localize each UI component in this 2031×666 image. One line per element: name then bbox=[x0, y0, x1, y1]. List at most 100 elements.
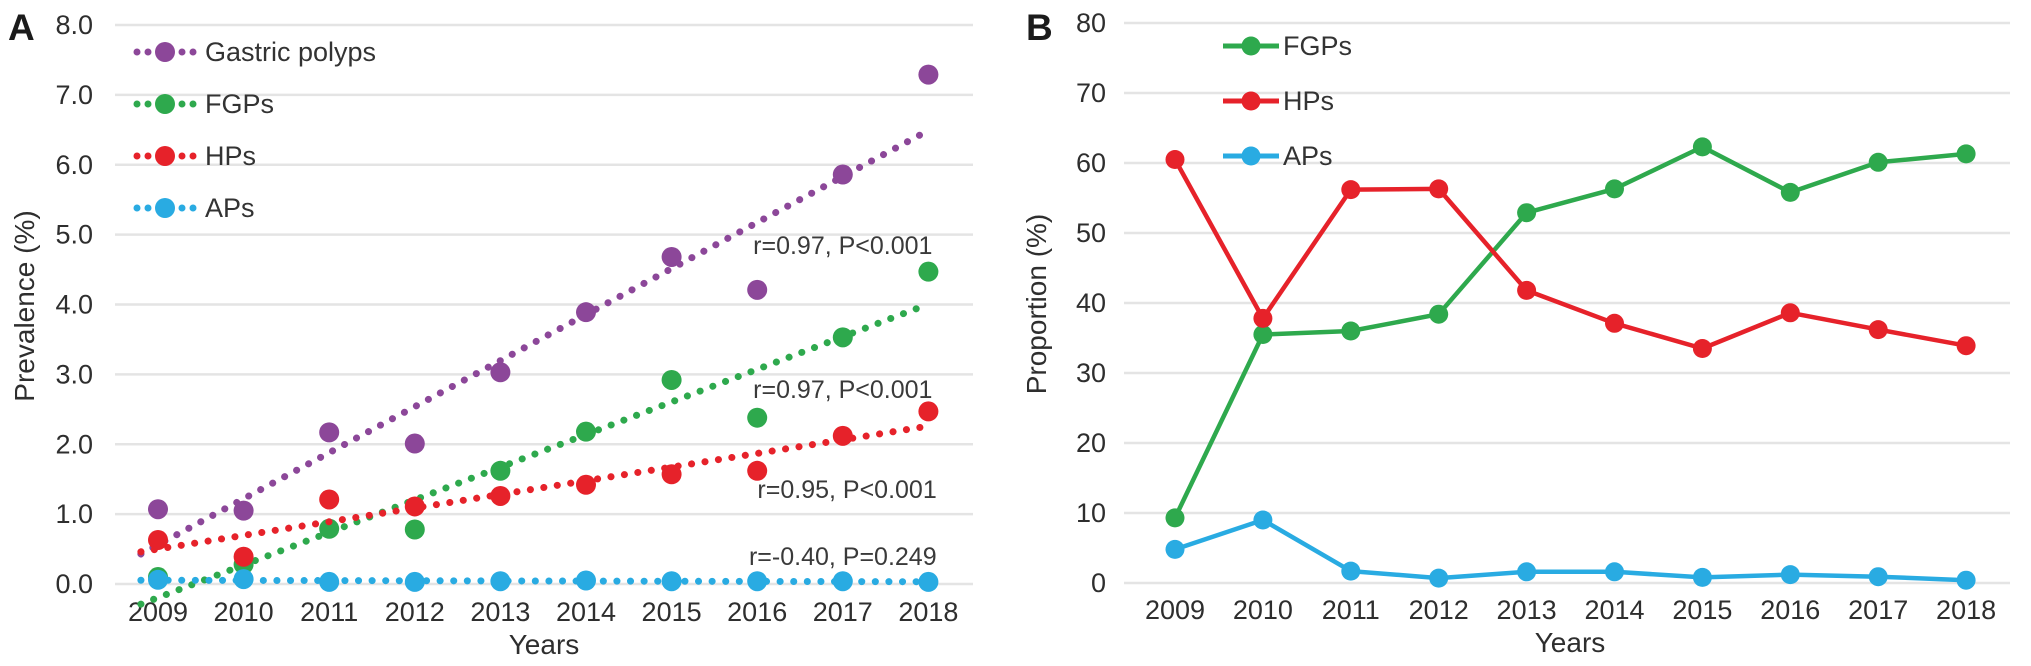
panel-b-x-axis-title: Years bbox=[1535, 627, 1606, 658]
x-axis-tick-label: 2016 bbox=[727, 597, 787, 627]
data-point-hps bbox=[747, 460, 768, 481]
data-point-fgps bbox=[1605, 179, 1624, 199]
panel-a-y-axis-title: Prevalence (%) bbox=[9, 210, 40, 401]
data-point-fgps bbox=[1517, 203, 1537, 223]
panel-b-y-axis-title: Proportion (%) bbox=[1021, 214, 1052, 395]
data-point-hps bbox=[148, 529, 168, 550]
x-axis-tick-label: 2010 bbox=[214, 597, 274, 627]
data-point-fgps bbox=[1780, 182, 1800, 202]
x-axis-tick-label: 2012 bbox=[1409, 595, 1469, 625]
panel-a-label: A bbox=[8, 7, 35, 48]
data-point-fgps bbox=[1341, 321, 1361, 341]
data-point-fgps bbox=[576, 421, 596, 442]
y-axis-tick-label: 60 bbox=[1076, 148, 1106, 178]
legend-label-aps: APs bbox=[205, 193, 255, 223]
data-point-hps bbox=[1956, 336, 1976, 356]
data-point-hps bbox=[576, 474, 596, 495]
legend-marker-dot bbox=[189, 204, 197, 212]
data-point-fgps bbox=[490, 460, 511, 481]
data-point-aps bbox=[1956, 570, 1976, 590]
data-point-hps bbox=[1341, 180, 1361, 200]
series-line-fgps bbox=[1172, 144, 1969, 521]
x-axis-tick-label: 2018 bbox=[898, 597, 958, 627]
y-axis-tick-label: 4.0 bbox=[55, 290, 93, 320]
data-point-fgps bbox=[832, 327, 853, 348]
trendline-aps bbox=[137, 576, 928, 586]
data-point-aps bbox=[490, 571, 511, 592]
data-point-aps bbox=[1429, 568, 1449, 588]
panel-b: B Proportion (%) Years 0 10 20 30 40 50 60 70 80… bbox=[1021, 7, 2010, 658]
data-point-aps bbox=[576, 570, 596, 591]
data-point-hps bbox=[233, 546, 254, 567]
x-axis-tick-label: 2015 bbox=[1672, 595, 1732, 625]
legend-marker-dot bbox=[178, 152, 186, 160]
data-point-aps bbox=[1517, 562, 1537, 582]
data-point-gastric-polyps bbox=[319, 422, 340, 443]
data-point-gastric-polyps bbox=[661, 246, 682, 267]
legend-marker-dot bbox=[189, 100, 197, 108]
data-point-aps bbox=[1780, 565, 1800, 585]
data-point-aps bbox=[918, 571, 939, 592]
data-point-gastric-polyps bbox=[148, 499, 168, 520]
legend-label-gastric-polyps: Gastric polyps bbox=[205, 37, 376, 67]
legend-marker-dot bbox=[189, 48, 197, 56]
data-point-fgps bbox=[1429, 304, 1449, 324]
y-axis-tick-label: 0 bbox=[1091, 568, 1106, 598]
y-axis-tick-label: 80 bbox=[1076, 8, 1106, 38]
correlation-annotation-gastric-polyps: r=0.97, P<0.001 bbox=[753, 232, 932, 260]
data-point-gastric-polyps bbox=[832, 164, 853, 185]
data-point-fgps bbox=[918, 261, 939, 282]
data-point-hps bbox=[1868, 320, 1888, 340]
panel-a-plot-area: 0.0 1.0 2.0 3.0 4.0 5.0 6.0 7.0 8.0 2009 2010 2011 2… bbox=[55, 10, 973, 627]
legend-marker-dot bbox=[144, 100, 152, 108]
y-axis-tick-label: 1.0 bbox=[55, 499, 93, 529]
y-axis-tick-label: 3.0 bbox=[55, 359, 93, 389]
data-point-gastric-polyps bbox=[233, 500, 254, 521]
data-point-hps bbox=[1780, 303, 1800, 323]
data-point-aps bbox=[1605, 562, 1624, 582]
x-axis-tick-label: 2012 bbox=[385, 597, 445, 627]
data-point-hps bbox=[490, 485, 511, 506]
legend-label-fgps: FGPs bbox=[1283, 31, 1352, 61]
data-point-gastric-polyps bbox=[576, 302, 596, 323]
legend-label-fgps: FGPs bbox=[205, 89, 274, 119]
data-point-aps bbox=[404, 571, 425, 592]
legend-marker-hps bbox=[155, 146, 175, 166]
y-axis-tick-label: 6.0 bbox=[55, 150, 93, 180]
data-point-fgps bbox=[404, 519, 425, 540]
data-point-hps bbox=[1165, 150, 1185, 169]
legend-marker-fgps bbox=[155, 94, 175, 114]
y-axis-tick-label: 30 bbox=[1076, 358, 1106, 388]
data-point-gastric-polyps bbox=[404, 433, 425, 454]
legend-marker-dot bbox=[178, 204, 186, 212]
data-point-aps bbox=[661, 571, 682, 592]
data-point-hps bbox=[404, 496, 425, 517]
legend-marker-dot bbox=[178, 48, 186, 56]
data-point-aps bbox=[1253, 510, 1273, 530]
data-point-fgps bbox=[1956, 144, 1976, 164]
panel-b-plot-area: 0 10 20 30 40 50 60 70 80 2009 2010 2011 2012 2013 201… bbox=[1076, 8, 2010, 625]
x-axis-tick-label: 2013 bbox=[1497, 595, 1557, 625]
legend-marker-hps bbox=[1241, 91, 1261, 111]
data-point-aps bbox=[1868, 567, 1888, 587]
data-point-hps bbox=[1517, 280, 1537, 300]
data-point-hps bbox=[1253, 308, 1273, 328]
data-point-hps bbox=[1429, 179, 1449, 199]
legend-label-aps: APs bbox=[1283, 141, 1333, 171]
data-point-hps bbox=[1605, 313, 1624, 333]
data-point-fgps bbox=[319, 518, 340, 539]
data-point-aps bbox=[148, 569, 168, 590]
legend-marker-dot bbox=[144, 204, 152, 212]
data-point-gastric-polyps bbox=[490, 362, 511, 383]
data-point-fgps bbox=[747, 407, 768, 428]
data-point-aps bbox=[832, 571, 853, 592]
x-axis-tick-label: 2009 bbox=[128, 597, 188, 627]
legend-label-hps: HPs bbox=[1283, 86, 1334, 116]
x-axis-tick-label: 2009 bbox=[1145, 595, 1205, 625]
panel-b-label: B bbox=[1026, 7, 1053, 48]
trendline-hps bbox=[137, 423, 928, 556]
correlation-annotation-aps: r=-0.40, P=0.249 bbox=[749, 543, 937, 571]
series-line-aps bbox=[1172, 517, 1969, 583]
legend-marker-fgps bbox=[1241, 36, 1261, 56]
